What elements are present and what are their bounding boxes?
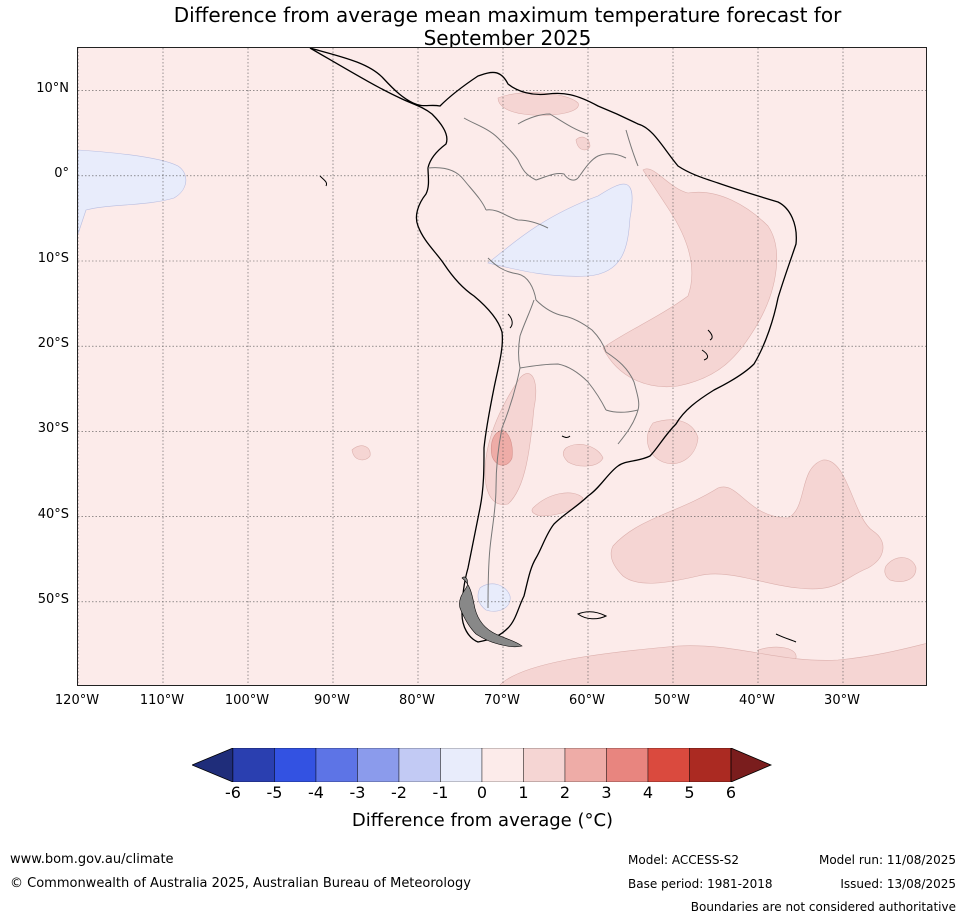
longitude-label: 40°W bbox=[739, 693, 775, 708]
colorbar-cell bbox=[440, 748, 483, 782]
longitude-label: 30°W bbox=[824, 693, 860, 708]
longitude-label: 110°W bbox=[139, 693, 185, 708]
longitude-label: 80°W bbox=[399, 693, 435, 708]
colorbar-tick: 5 bbox=[684, 783, 695, 802]
longitude-label: 100°W bbox=[224, 693, 270, 708]
longitude-label: 60°W bbox=[569, 693, 605, 708]
anomaly-region-pacific-cool bbox=[78, 149, 187, 235]
latitude-label: 30°S bbox=[37, 421, 69, 437]
colorbar-cell bbox=[647, 748, 690, 782]
anomaly-region-guiana-warm bbox=[575, 136, 591, 151]
chile-fjord-islands bbox=[459, 576, 523, 648]
anomaly-region-andes-warm-core bbox=[490, 430, 513, 466]
colorbar-cell bbox=[232, 748, 275, 782]
anomaly-region-pampa-warm bbox=[531, 492, 584, 517]
latitude-label: 10°N bbox=[36, 80, 69, 96]
title-line-2: September 2025 bbox=[423, 26, 592, 50]
anomaly-region-pacific-warm bbox=[351, 445, 371, 461]
model-run-date: Model run: 11/08/2025 bbox=[818, 853, 956, 867]
issued-date: Issued: 13/08/2025 bbox=[840, 877, 956, 891]
model-name: Model: ACCESS-S2 bbox=[628, 853, 740, 867]
islands-and-lakes bbox=[319, 175, 797, 643]
country-borders bbox=[427, 113, 640, 609]
colorbar-cell bbox=[606, 748, 649, 782]
colorbar-cell bbox=[274, 748, 317, 782]
anomaly-region-atlantic-warm bbox=[610, 459, 884, 590]
latitude-label: 50°S bbox=[37, 591, 69, 607]
colorbar-cell bbox=[398, 748, 441, 782]
colorbar-over-arrow bbox=[730, 748, 773, 782]
colorbar-cell bbox=[357, 748, 400, 782]
colorbar-tick: -3 bbox=[349, 783, 366, 802]
longitude-label: 90°W bbox=[314, 693, 350, 708]
colorbar-cell bbox=[523, 748, 566, 782]
latitude-label: 0° bbox=[54, 165, 69, 181]
anomaly-region-patagonia-cool bbox=[477, 583, 511, 612]
colorbar-tick: 1 bbox=[518, 783, 529, 802]
colorbar-tick: 2 bbox=[559, 783, 571, 802]
map-panel bbox=[77, 47, 927, 686]
colorbar-cell bbox=[564, 748, 607, 782]
colorbar-tick: -2 bbox=[391, 783, 407, 802]
latitude-label: 10°S bbox=[37, 251, 69, 266]
anomaly-region-north-warm bbox=[497, 92, 579, 116]
anomaly-region-brazil-warm bbox=[602, 168, 777, 388]
colorbar-tick: -4 bbox=[308, 783, 324, 802]
base-period: Base period: 1981-2018 bbox=[628, 877, 773, 891]
anomaly-region-plata-warm bbox=[562, 444, 604, 467]
anomaly-map bbox=[78, 48, 926, 685]
copyright-notice: © Commonwealth of Australia 2025, Austra… bbox=[10, 876, 471, 891]
latitude-label: 20°S bbox=[37, 336, 69, 352]
map-gridlines bbox=[78, 48, 926, 685]
longitude-label: 70°W bbox=[484, 693, 520, 708]
colorbar-cell bbox=[315, 748, 358, 782]
colorbar-cell bbox=[481, 748, 524, 782]
colorbar-tick: 4 bbox=[642, 783, 654, 802]
south-america-coastline bbox=[309, 48, 797, 643]
colorbar bbox=[192, 748, 773, 782]
anomaly-region-uruguay-warm bbox=[647, 419, 699, 464]
colorbar-tick: 3 bbox=[601, 783, 612, 802]
longitude-label: 50°W bbox=[654, 693, 690, 708]
website-link[interactable]: www.bom.gov.au/climate bbox=[10, 852, 174, 867]
latitude-label: 40°S bbox=[37, 506, 69, 522]
colorbar-tick: -5 bbox=[266, 783, 283, 802]
anomaly-region-atlantic-east-warm bbox=[884, 557, 917, 582]
colorbar-cell bbox=[689, 748, 732, 782]
colorbar-tick: 6 bbox=[725, 783, 737, 802]
anomaly-region-amazon-cool bbox=[487, 183, 633, 277]
colorbar-label: Difference from average (°C) bbox=[351, 810, 614, 831]
longitude-label: 120°W bbox=[54, 693, 100, 708]
anomaly-region-southern-warm bbox=[499, 643, 926, 685]
title-line-1: Difference from average mean maximum tem… bbox=[173, 3, 842, 27]
map-title: Difference from average mean maximum tem… bbox=[0, 4, 965, 50]
colorbar-under-arrow bbox=[192, 748, 234, 782]
colorbar-tick: -1 bbox=[432, 783, 449, 802]
colorbar-tick: -6 bbox=[225, 783, 241, 802]
boundary-disclaimer: Boundaries are not considered authoritat… bbox=[690, 900, 956, 914]
colorbar-tick: 0 bbox=[476, 783, 488, 802]
